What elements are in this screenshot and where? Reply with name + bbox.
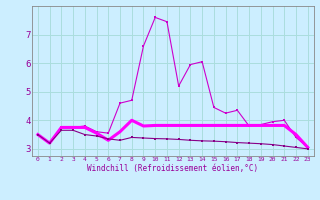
X-axis label: Windchill (Refroidissement éolien,°C): Windchill (Refroidissement éolien,°C) xyxy=(87,164,258,173)
